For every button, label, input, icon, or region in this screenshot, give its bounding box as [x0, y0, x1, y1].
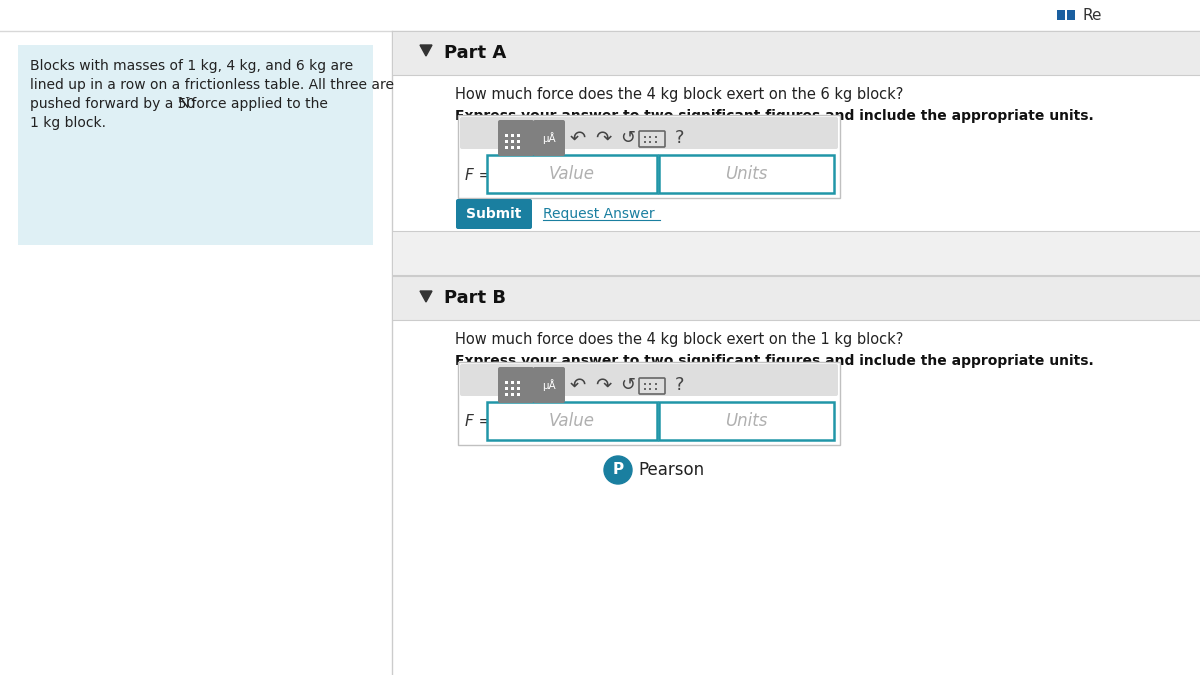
FancyBboxPatch shape	[505, 393, 508, 396]
FancyBboxPatch shape	[456, 199, 532, 229]
FancyBboxPatch shape	[517, 387, 520, 390]
FancyBboxPatch shape	[458, 115, 840, 198]
Text: lined up in a row on a frictionless table. All three are: lined up in a row on a frictionless tabl…	[30, 78, 394, 92]
FancyBboxPatch shape	[505, 140, 508, 143]
Text: μÅ: μÅ	[542, 379, 556, 391]
FancyBboxPatch shape	[498, 120, 534, 156]
FancyBboxPatch shape	[394, 231, 1200, 275]
FancyBboxPatch shape	[655, 141, 658, 143]
FancyBboxPatch shape	[511, 146, 514, 149]
FancyBboxPatch shape	[1057, 10, 1066, 20]
FancyBboxPatch shape	[533, 367, 565, 403]
Text: ↺: ↺	[620, 376, 636, 394]
FancyBboxPatch shape	[517, 393, 520, 396]
FancyBboxPatch shape	[458, 362, 840, 445]
Text: N: N	[178, 97, 190, 111]
Text: Units: Units	[725, 412, 767, 430]
FancyBboxPatch shape	[511, 381, 514, 384]
Text: Value: Value	[550, 412, 595, 430]
Text: pushed forward by a 50: pushed forward by a 50	[30, 97, 199, 111]
FancyBboxPatch shape	[511, 134, 514, 137]
Text: How much force does the 4 kg block exert on the 6 kg block?: How much force does the 4 kg block exert…	[455, 87, 904, 102]
FancyBboxPatch shape	[533, 120, 565, 156]
FancyBboxPatch shape	[505, 381, 508, 384]
Text: Request Answer: Request Answer	[542, 207, 655, 221]
FancyBboxPatch shape	[644, 141, 646, 143]
FancyBboxPatch shape	[460, 364, 838, 396]
FancyBboxPatch shape	[659, 402, 834, 440]
Text: Blocks with masses of 1 kg, 4 kg, and 6 kg are: Blocks with masses of 1 kg, 4 kg, and 6 …	[30, 59, 353, 73]
FancyBboxPatch shape	[18, 45, 373, 245]
FancyBboxPatch shape	[505, 387, 508, 390]
Text: Submit: Submit	[467, 207, 522, 221]
FancyBboxPatch shape	[394, 31, 1200, 675]
FancyBboxPatch shape	[649, 383, 650, 385]
Text: Part B: Part B	[444, 289, 506, 307]
Text: Pearson: Pearson	[638, 461, 704, 479]
FancyBboxPatch shape	[644, 388, 646, 390]
Text: ?: ?	[676, 376, 685, 394]
Text: 1 kg block.: 1 kg block.	[30, 116, 106, 130]
Text: ?: ?	[676, 129, 685, 147]
FancyBboxPatch shape	[517, 381, 520, 384]
FancyBboxPatch shape	[644, 383, 646, 385]
FancyBboxPatch shape	[505, 146, 508, 149]
FancyBboxPatch shape	[517, 140, 520, 143]
FancyBboxPatch shape	[1067, 10, 1075, 20]
Text: ↶: ↶	[570, 128, 586, 148]
FancyBboxPatch shape	[655, 383, 658, 385]
FancyBboxPatch shape	[517, 134, 520, 137]
FancyBboxPatch shape	[460, 117, 838, 149]
FancyBboxPatch shape	[511, 387, 514, 390]
FancyBboxPatch shape	[487, 155, 658, 193]
FancyBboxPatch shape	[659, 155, 834, 193]
FancyBboxPatch shape	[655, 136, 658, 138]
Text: ↷: ↷	[595, 375, 611, 394]
FancyBboxPatch shape	[394, 276, 1200, 320]
Text: Express your answer to two significant figures and include the appropriate units: Express your answer to two significant f…	[455, 109, 1093, 123]
FancyBboxPatch shape	[487, 402, 658, 440]
Text: ↶: ↶	[570, 375, 586, 394]
Text: F =: F =	[466, 414, 491, 429]
FancyBboxPatch shape	[649, 388, 650, 390]
Text: Value: Value	[550, 165, 595, 183]
FancyBboxPatch shape	[649, 141, 650, 143]
FancyBboxPatch shape	[0, 31, 394, 675]
Text: Units: Units	[725, 165, 767, 183]
Text: Express your answer to two significant figures and include the appropriate units: Express your answer to two significant f…	[455, 354, 1093, 368]
Polygon shape	[420, 291, 432, 302]
Text: force applied to the: force applied to the	[187, 97, 328, 111]
Text: μÅ: μÅ	[542, 132, 556, 144]
FancyBboxPatch shape	[517, 146, 520, 149]
FancyBboxPatch shape	[498, 367, 534, 403]
FancyBboxPatch shape	[0, 0, 1200, 30]
Text: F =: F =	[466, 167, 491, 182]
FancyBboxPatch shape	[649, 136, 650, 138]
Text: ↺: ↺	[620, 129, 636, 147]
Circle shape	[604, 456, 632, 484]
FancyBboxPatch shape	[511, 393, 514, 396]
FancyBboxPatch shape	[511, 140, 514, 143]
Polygon shape	[420, 45, 432, 56]
FancyBboxPatch shape	[655, 388, 658, 390]
FancyBboxPatch shape	[394, 31, 1200, 75]
FancyBboxPatch shape	[505, 134, 508, 137]
Text: P: P	[612, 462, 624, 477]
Text: Part A: Part A	[444, 44, 506, 62]
Text: ↷: ↷	[595, 128, 611, 148]
FancyBboxPatch shape	[0, 31, 1200, 675]
FancyBboxPatch shape	[644, 136, 646, 138]
Text: Re: Re	[1082, 7, 1102, 22]
Text: How much force does the 4 kg block exert on the 1 kg block?: How much force does the 4 kg block exert…	[455, 332, 904, 347]
